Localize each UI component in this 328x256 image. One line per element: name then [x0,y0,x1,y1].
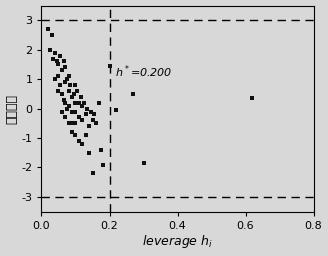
Point [63,115,68,120]
Point [68,83,73,87]
Point [85,106,90,111]
Point [76,115,82,120]
Point [83,133,88,137]
Point [70,130,75,134]
Point [107,64,112,68]
Point [70,121,75,125]
Point [74,89,80,93]
Point [61,98,66,102]
Point [58,83,63,87]
Point [46,27,51,31]
Point [71,92,76,96]
Point [66,121,71,125]
Point [64,77,70,81]
Point [58,54,63,58]
Point [78,95,83,99]
Point [90,171,95,175]
Point [49,33,54,37]
Point [100,163,105,167]
Point [97,101,102,105]
Point [51,57,56,61]
Point [92,112,97,116]
Point [61,59,66,63]
Point [59,92,65,96]
Point [73,110,78,114]
Point [88,110,93,114]
Point [141,161,146,165]
Point [250,96,255,100]
Point [80,118,85,122]
Point [63,101,68,105]
Point [47,48,52,52]
Point [83,112,88,116]
Point [56,74,61,78]
Point [76,101,82,105]
Point [66,89,71,93]
Point [56,62,61,67]
Point [56,89,61,93]
Point [80,104,85,108]
Point [66,104,71,108]
X-axis label: leverage $h_i$: leverage $h_i$ [142,233,213,250]
Point [59,68,65,72]
Point [54,59,59,63]
Point [63,80,68,84]
Point [90,118,95,122]
Point [64,106,70,111]
Point [114,108,119,112]
Point [70,110,75,114]
Point [73,121,78,125]
Point [63,65,68,69]
Point [87,151,92,155]
Point [52,77,58,81]
Point [73,101,78,105]
Point [93,121,98,125]
Point [73,83,78,87]
Point [81,101,87,105]
Point [70,95,75,99]
Point [87,124,92,128]
Point [76,139,82,143]
Point [73,133,78,137]
Point [80,142,85,146]
Y-axis label: 标准偏差: 标准偏差 [6,94,19,124]
Point [98,148,104,152]
Text: $h^*$=0.200: $h^*$=0.200 [114,63,172,80]
Point [52,51,58,55]
Point [131,92,136,96]
Point [59,110,65,114]
Point [66,74,71,78]
